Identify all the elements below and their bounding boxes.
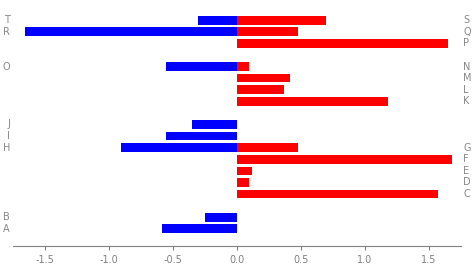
Text: B: B	[3, 212, 10, 222]
Text: C: C	[463, 189, 470, 199]
Text: S: S	[463, 15, 469, 25]
Bar	[121, 143, 237, 152]
Bar	[198, 16, 237, 24]
Text: M: M	[463, 73, 472, 83]
Text: H: H	[2, 143, 10, 153]
Text: G: G	[463, 143, 471, 153]
Bar	[237, 155, 452, 163]
Text: K: K	[463, 96, 470, 106]
Text: A: A	[3, 224, 10, 234]
Bar	[237, 16, 326, 24]
Text: E: E	[463, 166, 469, 176]
Bar	[166, 132, 237, 140]
Bar	[237, 39, 448, 48]
Text: D: D	[463, 177, 471, 187]
Bar	[166, 62, 237, 71]
Text: O: O	[2, 62, 10, 72]
Text: J: J	[7, 120, 10, 129]
Bar	[192, 120, 237, 129]
Bar	[237, 62, 249, 71]
Text: L: L	[463, 85, 469, 95]
Bar	[205, 213, 237, 222]
Text: I: I	[7, 131, 10, 141]
Bar	[237, 97, 388, 106]
Text: Q: Q	[463, 27, 471, 37]
Text: T: T	[4, 15, 10, 25]
Text: F: F	[463, 154, 469, 164]
Text: R: R	[3, 27, 10, 37]
Bar	[237, 74, 291, 83]
Bar	[237, 85, 284, 94]
Bar	[237, 178, 249, 187]
Text: N: N	[463, 62, 471, 72]
Bar	[237, 166, 252, 175]
Bar	[25, 27, 237, 36]
Text: P: P	[463, 38, 469, 48]
Bar	[162, 225, 237, 233]
Bar	[237, 143, 298, 152]
Bar	[237, 27, 298, 36]
Bar	[237, 190, 438, 198]
